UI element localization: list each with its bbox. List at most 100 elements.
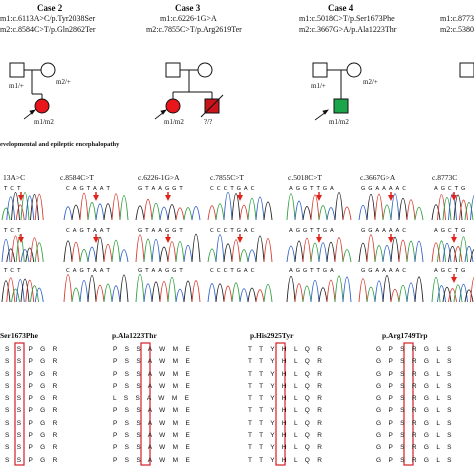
chromatogram-peak <box>111 239 121 263</box>
chromatogram-peak <box>151 238 161 263</box>
aa-row: G P S R G L S <box>376 419 455 427</box>
chromatogram-peak <box>390 288 400 303</box>
chromatogram-peak <box>286 276 296 303</box>
chromatogram-peak <box>87 202 97 221</box>
chromatogram-peak <box>294 240 304 263</box>
mutation-arrow <box>165 195 171 201</box>
chromatogram-peak <box>30 194 39 221</box>
mutation-arrow <box>316 195 322 201</box>
chromatogram-peak <box>71 287 81 303</box>
chromatogram-peak <box>302 238 312 263</box>
chromatogram-peak <box>247 197 257 221</box>
aa-row: P S S A W M E <box>113 419 193 427</box>
mutation-arrow <box>18 195 24 201</box>
aa-panel-4: G P S R G L S G P S R G L S G P S R G L S G… <box>376 344 454 467</box>
chromatogram-peak <box>63 240 73 263</box>
chromatogram-peak <box>6 248 16 263</box>
chromatogram-peak <box>34 242 44 263</box>
chromatogram-peak <box>464 245 474 263</box>
sequence-letters: T C T <box>4 228 22 234</box>
chromatogram-peak <box>151 202 161 221</box>
sequence-letters: C A G T A A T <box>66 268 111 274</box>
case4-title: Case 4 <box>328 3 354 13</box>
case4-m2: m2:c.3667G>A/p.Ala1223Thr <box>299 25 397 34</box>
sequence-letters: G T A A G G T <box>138 228 184 234</box>
aa-row: G P S R G L S <box>376 432 455 440</box>
chromatogram-peak <box>459 236 468 263</box>
chromatogram-peak <box>207 248 217 263</box>
sequence-letters: C A G T A A T <box>66 186 111 192</box>
sequence-letters: C C C T G A C <box>210 186 256 192</box>
sequence-letters: G G A A A A C <box>361 186 407 192</box>
chrom-title-1: 13A>C <box>3 173 26 182</box>
chromatogram-peak <box>414 276 424 303</box>
chromatogram-peak <box>95 203 105 221</box>
chromatogram-peak <box>95 284 105 303</box>
chrom-title-4: c.7855C>T <box>210 173 245 182</box>
sequence-letters: A G G T T G A <box>289 268 335 274</box>
sequence-letters: C C C T G A C <box>210 228 256 234</box>
aa-row: S S P G R <box>5 456 61 464</box>
chromatogram-peak <box>191 233 201 263</box>
chromatogram-peak <box>334 237 344 263</box>
aa-row: T T Y H L Q R <box>248 358 325 366</box>
case5-m2: m2:c.5380C <box>440 25 474 34</box>
case2-father-genotype: m1/+ <box>9 82 24 90</box>
aa-box-2 <box>140 342 151 466</box>
sequence-letters: A G C T G <box>434 186 466 192</box>
chromatogram-peak <box>25 247 35 263</box>
case3-child1-genotype: m1/m2 <box>164 118 184 126</box>
chromatogram-peak <box>437 194 446 221</box>
chromatogram-peak <box>255 235 265 263</box>
aa-row: S S P G R <box>5 382 61 390</box>
aa-title-4: p.Arg1749Trp <box>382 331 428 340</box>
chrom-title-3: c.6226-1G>A <box>138 173 180 182</box>
chromatogram-peak <box>11 235 20 263</box>
sequence-letters: T C T <box>4 186 22 192</box>
chromatogram-peak <box>334 192 344 221</box>
chromatogram-peak <box>103 283 113 303</box>
chromatogram-peak <box>294 200 304 221</box>
chromatogram-peak <box>459 283 468 303</box>
aa-row: G P S R G L S <box>376 456 455 464</box>
chromatogram-peak <box>135 274 145 303</box>
case5-m1: m1:c.8773C> <box>440 14 474 23</box>
aa-row: T T Y H L Q R <box>248 370 325 378</box>
aa-row: G P S R G L S <box>376 395 455 403</box>
chromatogram-peak <box>207 283 217 303</box>
chromatogram-peak <box>223 243 233 263</box>
chromatogram-peak <box>366 234 376 263</box>
chromatogram-peak <box>414 240 424 263</box>
chromatogram-peak <box>255 289 265 303</box>
chromatogram-peak <box>159 280 169 303</box>
aa-row: S S P G R <box>5 370 61 378</box>
sequence-letters: A G C T G <box>434 228 466 234</box>
aa-row: G P S R G L S <box>376 407 455 415</box>
chromatogram-peak <box>263 201 273 221</box>
chromatogram-peak <box>11 192 20 221</box>
chromatogram-peak <box>286 245 296 263</box>
chromatogram-peak <box>374 245 384 263</box>
chromatogram-peak <box>111 285 121 303</box>
chromatogram-peak <box>11 288 20 303</box>
chromatogram-peak <box>167 277 177 303</box>
chromatogram-peak <box>437 240 446 263</box>
chromatogram-peak <box>135 205 145 221</box>
chromatogram-peak <box>71 241 81 263</box>
chromatogram-peak <box>119 195 129 221</box>
aa-row: P S S A W M E <box>113 346 193 353</box>
chromatogram-peak <box>310 242 320 263</box>
chromatogram-peak <box>286 193 296 221</box>
chromatogram-peak <box>470 194 474 221</box>
mutation-arrow <box>237 195 243 201</box>
aa-panel-1: S S P G R S S P G R S S P G R S S P G R S S … <box>5 344 60 467</box>
chromatogram-peak <box>111 193 121 221</box>
chromatogram-peak <box>1 207 11 221</box>
chromatogram-peak <box>398 284 408 303</box>
chrom-title-5: c.5018C>T <box>288 173 323 182</box>
case2-m1: m1:c.6113A>C/p.Tyr2038Ser <box>0 14 96 23</box>
mutation-arrow <box>388 195 394 201</box>
chromatogram-peak <box>95 236 105 263</box>
mutation-arrow <box>316 237 322 243</box>
chromatogram-peak <box>459 199 468 221</box>
